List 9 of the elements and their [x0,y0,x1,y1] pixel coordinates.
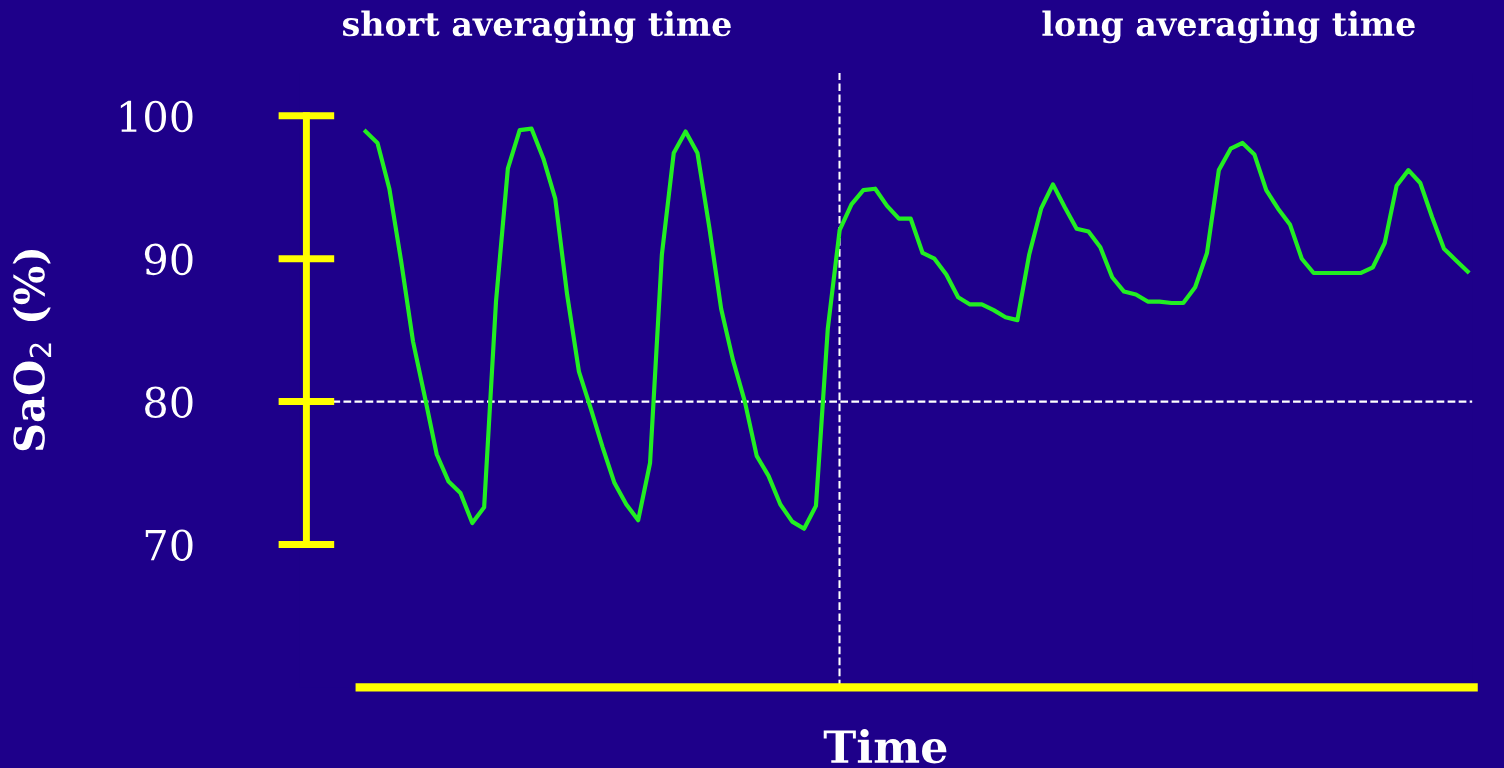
text: long averaging time [1042,10,1415,44]
y-tick-label: 70 [145,529,193,561]
x-axis-title: Time [823,729,947,764]
y-axis-title: SaO$_{2}$ (%) [12,249,52,451]
y-tick-label: 80 [145,386,193,419]
y-tick-label: 90 [144,243,193,276]
line-series [363,126,1470,531]
text: short averaging time [342,10,731,44]
y-tick-label: 100 [120,100,193,133]
